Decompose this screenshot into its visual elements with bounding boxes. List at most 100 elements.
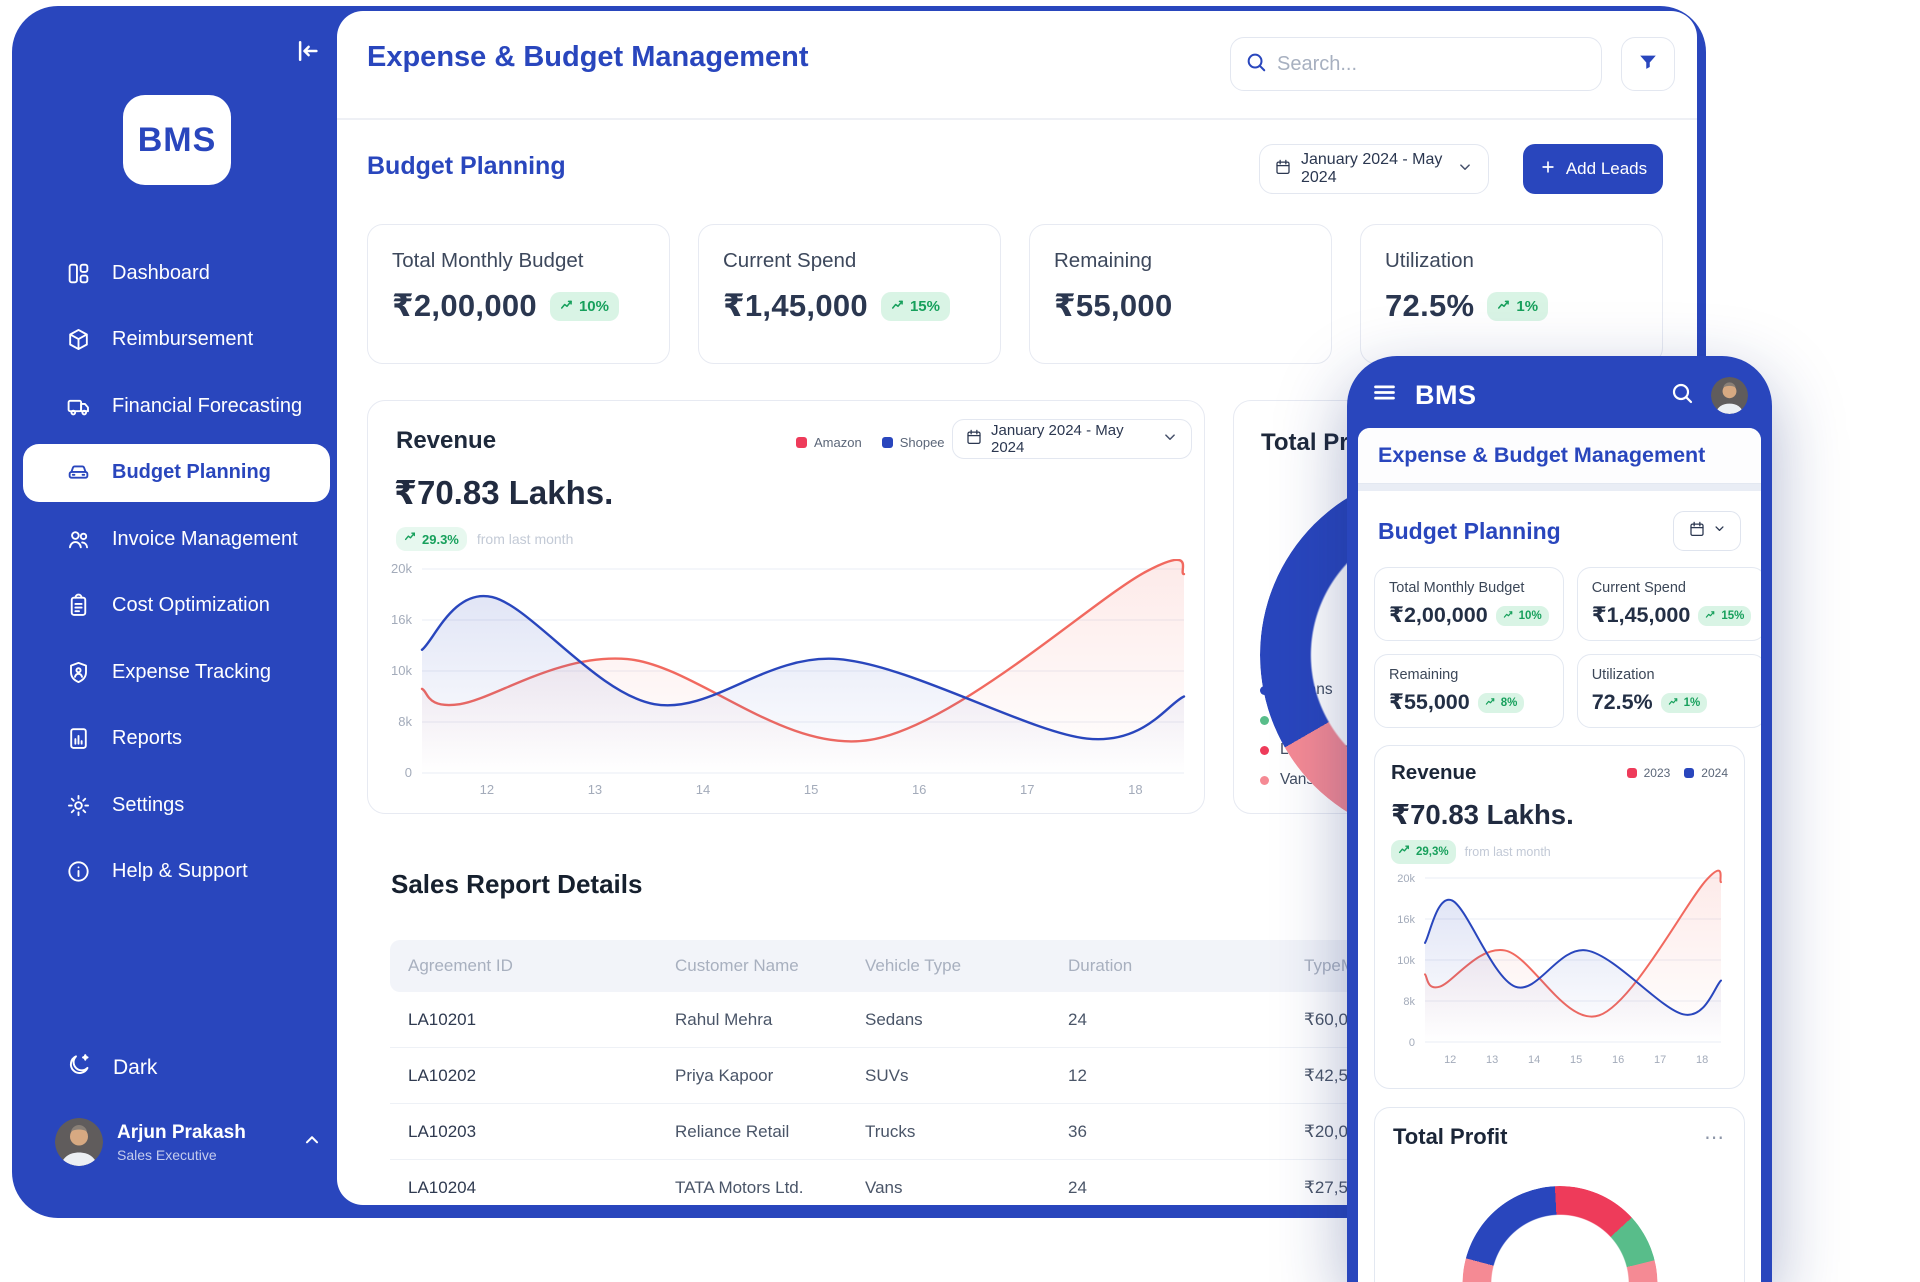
sales-report-title: Sales Report Details (391, 869, 643, 899)
stat-card: Current Spend ₹1,45,000 15% (698, 224, 1001, 364)
sidebar-item-cost-optimization[interactable]: Cost Optimization (23, 573, 330, 640)
stat-label: Remaining (1054, 249, 1152, 272)
table-cell: Reliance Retail (675, 1121, 790, 1141)
stat-value: 72.5% (1385, 288, 1475, 323)
svg-text:12: 12 (1444, 1054, 1456, 1066)
svg-text:10k: 10k (1397, 955, 1415, 967)
table-body: LA10201 Rahul Mehra Sedans 24 ₹60,0 LA10202 Pr… (390, 992, 1660, 1205)
stat-label: Total Monthly Budget (392, 249, 584, 272)
svg-text:15: 15 (804, 782, 818, 797)
stat-value: ₹55,000 (1054, 288, 1173, 323)
table-cell: 12 (1068, 1065, 1087, 1085)
filter-funnel-icon (1637, 51, 1659, 78)
collapse-sidebar-icon[interactable] (290, 34, 324, 68)
mobile-search-icon[interactable] (1670, 381, 1694, 410)
sidebar-item-label: Dashboard (112, 261, 210, 284)
table-row[interactable]: LA10201 Rahul Mehra Sedans 24 ₹60,0 (390, 992, 1660, 1048)
legend-swatch (796, 437, 807, 448)
table-cell: LA10204 (408, 1177, 477, 1197)
calendar-icon (1688, 520, 1706, 543)
stat-value: ₹1,45,000 (723, 288, 868, 323)
calendar-icon (965, 428, 983, 450)
mobile-stat-card: Total Monthly Budget ₹2,00,000 10% (1374, 567, 1564, 641)
date-range-label: January 2024 - May 2024 (1301, 151, 1443, 186)
mobile-topbar: BMS (1347, 356, 1772, 428)
hamburger-menu-icon[interactable] (1371, 379, 1398, 411)
delta-badge: 15% (880, 291, 950, 321)
column-header: Customer Name (675, 956, 799, 975)
column-header: Vehicle Type (865, 956, 962, 975)
sidebar-item-expense-tracking[interactable]: Expense Tracking (23, 639, 330, 706)
sidebar-item-reports[interactable]: Reports (23, 706, 330, 773)
sidebar-item-help-support[interactable]: Help & Support (23, 839, 330, 906)
sidebar-item-financial-forecasting[interactable]: Financial Forecasting (23, 373, 330, 440)
svg-text:8k: 8k (398, 714, 412, 729)
search-icon (1245, 51, 1267, 78)
stat-value: ₹2,00,000 (392, 288, 537, 323)
stat-value: ₹2,00,000 (1389, 603, 1488, 627)
filter-button[interactable] (1621, 37, 1675, 91)
mobile-date-picker[interactable] (1673, 511, 1741, 551)
svg-text:16k: 16k (391, 612, 412, 627)
table-cell: Vans (865, 1177, 903, 1197)
revenue-legend: Amazon Shopee (796, 435, 945, 450)
mobile-stat-card: Utilization 72.5% 1% (1576, 654, 1761, 728)
search-bar (1230, 37, 1602, 91)
table-cell: Sedans (865, 1009, 923, 1029)
search-input[interactable] (1277, 52, 1587, 76)
delta-badge: 15% (1698, 605, 1752, 626)
section-title: Budget Planning (367, 152, 566, 180)
sidebar-item-reimbursement[interactable]: Reimbursement (23, 307, 330, 374)
sidebar-item-label: Financial Forecasting (112, 394, 303, 417)
mobile-revenue-legend: 2023 2024 (1626, 766, 1728, 780)
chevron-down-icon (1456, 158, 1474, 181)
mobile-total-profit-card: Total Profit ⋯ (1374, 1107, 1745, 1282)
mobile-app-logo: BMS (1415, 379, 1477, 410)
stat-label: Current Spend (1591, 580, 1686, 596)
legend-swatch (1626, 768, 1637, 778)
user-role: Sales Executive (117, 1146, 217, 1163)
mobile-stat-card: Current Spend ₹1,45,000 15% (1576, 567, 1761, 641)
svg-text:16k: 16k (1397, 914, 1415, 926)
legend-item: 2024 (1684, 766, 1728, 780)
dark-mode-toggle[interactable]: Dark (66, 1052, 157, 1084)
mobile-total-profit-donut-chart (1462, 1186, 1657, 1282)
sidebar-item-dashboard[interactable]: Dashboard (23, 240, 330, 307)
legend-swatch (1260, 775, 1269, 785)
table-row[interactable]: LA10203 Reliance Retail Trucks 36 ₹20,0 (390, 1104, 1660, 1160)
svg-text:13: 13 (588, 782, 602, 797)
table-cell: Trucks (865, 1121, 916, 1141)
delta-badge: 8% (1477, 692, 1525, 713)
sidebar-item-budget-planning[interactable]: Budget Planning (23, 443, 330, 502)
legend-item: Shopee (881, 435, 945, 450)
svg-text:18: 18 (1696, 1054, 1708, 1066)
chevron-down-icon (1161, 428, 1179, 450)
column-header: TypeM (1304, 956, 1356, 975)
revenue-value: ₹70.83 Lakhs. (394, 474, 614, 511)
svg-text:16: 16 (1612, 1054, 1624, 1066)
table-cell: ₹27,5 (1304, 1177, 1348, 1197)
table-cell: ₹42,5 (1304, 1065, 1348, 1085)
mobile-avatar[interactable] (1711, 376, 1748, 414)
calendar-icon (1274, 158, 1292, 181)
svg-text:14: 14 (696, 782, 710, 797)
sidebar-item-invoice-management[interactable]: Invoice Management (23, 506, 330, 573)
stat-cards: Total Monthly Budget ₹2,00,000 10% Current … (367, 224, 1663, 364)
stat-value: 72.5% (1591, 690, 1653, 714)
user-menu[interactable]: Arjun Prakash Sales Executive (55, 1118, 323, 1166)
page-title: Expense & Budget Management (367, 41, 809, 73)
mobile-revenue-value: ₹70.83 Lakhs. (1391, 799, 1574, 830)
more-options-icon[interactable]: ⋯ (1704, 1126, 1726, 1149)
legend-item: 2023 (1626, 766, 1670, 780)
svg-text:16: 16 (912, 782, 926, 797)
sidebar-item-label: Reimbursement (112, 328, 254, 351)
sidebar-item-settings[interactable]: Settings (23, 772, 330, 839)
add-leads-button[interactable]: Add Leads (1523, 144, 1663, 194)
mobile-revenue-title: Revenue (1391, 761, 1477, 784)
table-row[interactable]: LA10204 TATA Motors Ltd. Vans 24 ₹27,5 (390, 1160, 1660, 1205)
revenue-date-picker[interactable]: January 2024 - May 2024 (952, 419, 1192, 459)
table-row[interactable]: LA10202 Priya Kapoor SUVs 12 ₹42,5 (390, 1048, 1660, 1104)
app-logo: BMS (123, 95, 231, 185)
sidebar-item-label: Cost Optimization (112, 594, 270, 617)
date-range-picker[interactable]: January 2024 - May 2024 (1259, 144, 1489, 194)
